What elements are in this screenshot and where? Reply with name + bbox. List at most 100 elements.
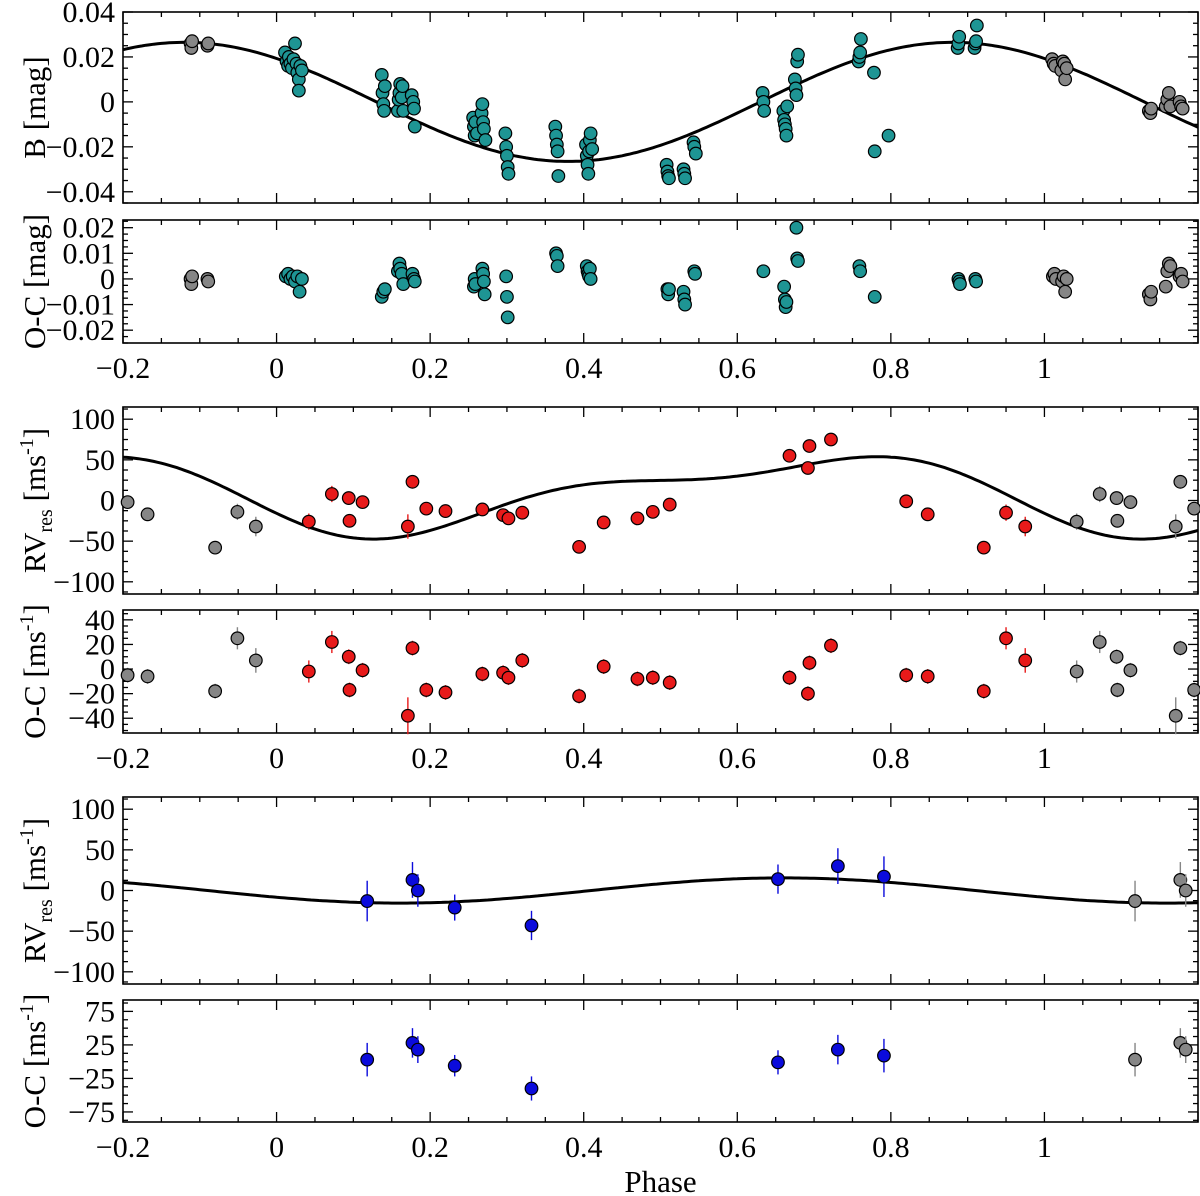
primary-point bbox=[524, 918, 539, 933]
primary-point bbox=[867, 144, 882, 159]
y-tick-label: 50 bbox=[85, 834, 115, 867]
primary-point bbox=[789, 88, 804, 103]
x-tick-label: −0.2 bbox=[96, 352, 150, 385]
secondary-point bbox=[1173, 474, 1188, 489]
primary-point bbox=[292, 284, 307, 299]
panel-2: 0.020.010−0.01−0.02−0.2 0 0.2 0.4 0.6 0.8 1O-C… bbox=[17, 212, 1199, 385]
primary-point bbox=[515, 653, 530, 668]
secondary-point bbox=[185, 34, 200, 49]
x-tick-label: −0.2 bbox=[96, 1131, 150, 1164]
primary-point bbox=[662, 171, 676, 186]
secondary-point bbox=[1168, 519, 1183, 534]
y-tick-label: −75 bbox=[68, 1096, 115, 1129]
primary-point bbox=[301, 664, 316, 679]
primary-point bbox=[801, 461, 815, 475]
y-tick-label: 75 bbox=[85, 995, 115, 1028]
y-tick-label: −25 bbox=[68, 1062, 115, 1095]
primary-point bbox=[969, 18, 984, 33]
primary-point bbox=[291, 83, 306, 98]
secondary-point bbox=[1178, 1042, 1193, 1057]
primary-point bbox=[477, 287, 492, 302]
y-tick-label: 0.04 bbox=[63, 0, 116, 29]
secondary-point bbox=[1128, 894, 1142, 908]
secondary-point bbox=[1175, 274, 1190, 289]
secondary-point bbox=[1161, 85, 1176, 100]
y-tick-label: −40 bbox=[68, 702, 115, 735]
secondary-point bbox=[230, 504, 245, 519]
secondary-point bbox=[1158, 279, 1173, 294]
primary-point bbox=[377, 103, 391, 118]
x-tick-label: 1 bbox=[1037, 352, 1052, 385]
secondary-point bbox=[201, 36, 216, 51]
primary-point bbox=[976, 540, 991, 555]
primary-point bbox=[877, 1048, 891, 1063]
primary-point bbox=[969, 274, 983, 289]
panel-1: 0.04 0.02 0 −0.02 −0.04 B [mag] bbox=[17, 0, 1199, 209]
primary-point bbox=[999, 505, 1013, 520]
y-tick-label: 0.02 bbox=[63, 212, 116, 245]
primary-point bbox=[410, 883, 425, 898]
x-tick-label: 0.2 bbox=[411, 742, 449, 775]
y-tick-label: 0 bbox=[100, 875, 115, 908]
primary-point bbox=[777, 279, 792, 294]
secondary-point bbox=[1123, 663, 1138, 678]
primary-point bbox=[342, 683, 357, 697]
primary-point bbox=[976, 684, 991, 699]
x-tick-label: 0.8 bbox=[872, 1131, 910, 1164]
primary-point bbox=[405, 474, 420, 489]
secondary-point bbox=[248, 653, 263, 668]
primary-point bbox=[999, 631, 1013, 646]
primary-point bbox=[355, 663, 370, 678]
secondary-point bbox=[1175, 101, 1190, 116]
primary-point bbox=[969, 34, 983, 49]
y-axis-label: RVres [ms-1] bbox=[16, 428, 57, 573]
primary-point bbox=[678, 171, 692, 186]
x-tick-label: 0.6 bbox=[719, 352, 757, 385]
primary-point bbox=[583, 272, 598, 286]
x-tick-label: 0.6 bbox=[719, 1131, 757, 1164]
primary-point bbox=[867, 289, 882, 304]
primary-point bbox=[301, 514, 316, 529]
y-tick-label: −50 bbox=[68, 525, 115, 558]
secondary-point bbox=[120, 495, 135, 510]
primary-point bbox=[830, 859, 845, 874]
primary-point bbox=[824, 638, 838, 653]
primary-point bbox=[854, 32, 868, 46]
primary-point bbox=[438, 504, 453, 518]
secondary-point bbox=[1144, 101, 1159, 116]
primary-point bbox=[550, 259, 565, 274]
y-axis-label: B [mag] bbox=[17, 56, 52, 158]
primary-point bbox=[802, 655, 817, 670]
secondary-point bbox=[140, 669, 155, 684]
secondary-point bbox=[1187, 501, 1200, 516]
primary-point bbox=[678, 297, 692, 312]
primary-point bbox=[475, 97, 490, 112]
primary-point bbox=[551, 169, 566, 183]
primary-point bbox=[953, 277, 967, 291]
primary-point bbox=[524, 1081, 539, 1096]
primary-point bbox=[789, 220, 804, 235]
primary-point bbox=[779, 295, 794, 309]
plot-frame bbox=[122, 11, 1199, 204]
primary-point bbox=[475, 667, 490, 681]
primary-point bbox=[360, 894, 375, 908]
secondary-point bbox=[1069, 514, 1084, 529]
secondary-point bbox=[140, 507, 155, 522]
primary-point bbox=[360, 1052, 375, 1067]
primary-point bbox=[478, 133, 493, 147]
primary-point bbox=[662, 497, 677, 512]
primary-point bbox=[899, 668, 914, 683]
primary-point bbox=[920, 669, 935, 684]
primary-point bbox=[662, 675, 677, 690]
primary-point bbox=[581, 166, 596, 181]
x-tick-label: 0.2 bbox=[411, 352, 449, 385]
primary-point bbox=[407, 101, 421, 116]
primary-point bbox=[377, 282, 392, 297]
primary-point bbox=[341, 649, 356, 664]
primary-point bbox=[355, 495, 370, 510]
primary-point bbox=[645, 670, 660, 685]
secondary-point bbox=[230, 631, 245, 646]
y-tick-label: −50 bbox=[68, 915, 115, 948]
primary-point bbox=[407, 119, 422, 134]
